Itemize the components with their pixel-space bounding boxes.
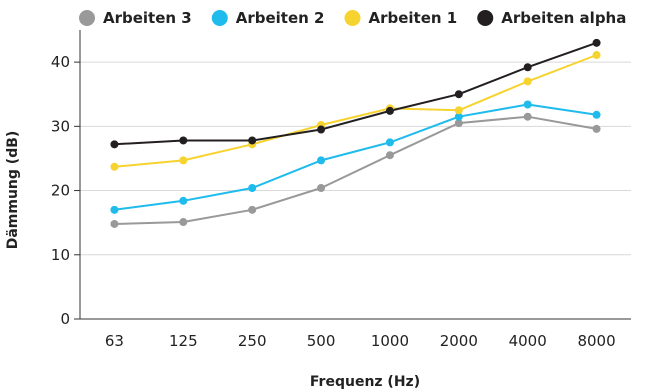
data-point <box>454 106 463 115</box>
data-point <box>385 151 394 160</box>
y-tick-label: 10 <box>51 246 70 264</box>
data-point <box>385 138 394 147</box>
x-axis-title: Frequenz (Hz) <box>310 374 420 390</box>
legend-item: Arbeiten alpha <box>477 9 626 27</box>
data-point <box>248 205 257 214</box>
data-point <box>110 219 119 228</box>
x-tick-label: 500 <box>307 332 336 350</box>
x-tick-label: 125 <box>169 332 198 350</box>
data-point <box>454 90 463 99</box>
data-point <box>317 156 326 165</box>
y-tick-label: 30 <box>51 117 70 135</box>
data-point <box>523 112 532 121</box>
series-lines <box>110 38 601 228</box>
data-point <box>454 119 463 128</box>
legend-marker <box>477 10 494 26</box>
legend: Arbeiten 3 Arbeiten 2 Arbeiten 1 Arbeiten a… <box>79 9 626 27</box>
data-point <box>179 156 188 165</box>
legend-marker <box>79 10 95 26</box>
series-line <box>114 115 597 225</box>
axes: 0 10 20 30 40 63 125 250 500 1000 2000 4000 8000 <box>51 30 631 350</box>
data-point <box>385 106 394 115</box>
data-point <box>317 125 326 134</box>
data-point <box>592 110 601 119</box>
legend-item: Arbeiten 1 <box>344 9 458 27</box>
data-point <box>110 140 119 149</box>
legend-marker <box>211 10 228 26</box>
data-point <box>110 205 119 214</box>
legend-marker <box>344 10 361 26</box>
data-point <box>110 162 119 171</box>
x-tick-label: 63 <box>105 332 124 350</box>
y-tick-label: 40 <box>51 53 70 71</box>
gridlines <box>80 61 631 256</box>
data-point <box>592 124 601 133</box>
series-line <box>114 54 597 168</box>
x-tick-label: 2000 <box>440 332 478 350</box>
x-tick-label: 250 <box>238 332 267 350</box>
data-point <box>248 183 257 192</box>
data-point <box>523 63 532 72</box>
data-point <box>179 218 188 227</box>
legend-item: Arbeiten 3 <box>79 9 192 27</box>
data-point <box>179 196 188 205</box>
data-point <box>454 112 463 121</box>
data-point <box>592 51 601 60</box>
y-tick-label: 0 <box>60 310 70 328</box>
series-line <box>114 41 597 146</box>
legend-label: Arbeiten 1 <box>369 9 458 27</box>
x-tick-label: 4000 <box>509 332 547 350</box>
y-tick-label: 20 <box>51 182 70 200</box>
data-point <box>317 183 326 192</box>
series-line <box>114 103 597 211</box>
data-point <box>523 100 532 109</box>
data-point <box>179 136 188 145</box>
legend-label: Arbeiten 2 <box>236 9 325 27</box>
data-point <box>523 77 532 86</box>
legend-label: Arbeiten alpha <box>501 9 626 27</box>
data-point <box>592 38 601 47</box>
x-tick-label: 1000 <box>371 332 409 350</box>
legend-label: Arbeiten 3 <box>103 9 192 27</box>
data-point <box>248 136 257 145</box>
legend-item: Arbeiten 2 <box>211 9 325 27</box>
x-tick-label: 8000 <box>577 332 615 350</box>
y-axis-title: Dämmung (dB) <box>5 131 21 250</box>
